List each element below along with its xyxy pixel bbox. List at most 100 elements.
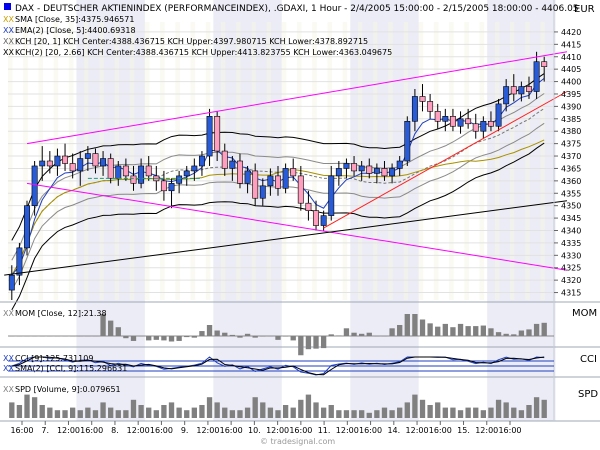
candle-body (229, 160, 236, 169)
cci-legend-2: SMA(2) [CCI, 9]:115.296631 (15, 364, 127, 373)
spd-bar (511, 407, 517, 418)
y-tick-label: 4330 (561, 251, 581, 260)
spd-bar (229, 410, 236, 418)
mom-bar (374, 336, 380, 337)
spd-bar (108, 407, 114, 418)
spd-bar (495, 399, 502, 418)
y-tick-label: 4335 (561, 239, 581, 248)
spd-bar (176, 407, 182, 418)
spd-legend-marker: XX (3, 385, 14, 394)
mom-bar (533, 323, 540, 336)
spd-bar (138, 405, 144, 418)
mom-bar (260, 336, 266, 337)
mom-bar (275, 336, 281, 340)
kch2-lower-line (11, 142, 545, 311)
candle-body (77, 158, 84, 172)
candle-body (465, 118, 472, 125)
spd-bar (260, 402, 266, 418)
candle-body (526, 86, 532, 92)
mom-bar (229, 334, 236, 336)
mom-bar (282, 336, 289, 337)
mom-bar (77, 336, 83, 337)
y-tick-label: 4400 (561, 78, 581, 87)
spd-bar (92, 410, 99, 418)
mom-bar (511, 334, 517, 336)
y-tick-label: 4380 (561, 127, 581, 136)
y-tick-label: 4360 (561, 177, 581, 186)
mom-bar (199, 331, 205, 336)
x-tick-label: 7. (41, 426, 49, 435)
spd-bar (237, 410, 243, 418)
mom-bar (62, 336, 68, 337)
spd-bar (336, 410, 342, 418)
hour-stripe (281, 22, 287, 300)
mom-bar (488, 328, 494, 336)
y-tick-label: 4375 (561, 140, 581, 149)
cci-legend-marker-1: XX (3, 354, 14, 363)
hour-stripe (418, 22, 424, 300)
y-tick-label: 4390 (561, 102, 581, 111)
spd-bar (244, 407, 251, 418)
candle-body (419, 96, 426, 102)
mom-bar (313, 336, 319, 349)
mom-bar (108, 320, 114, 336)
mom-legend: MOM [Close, 12]:21.38 (15, 309, 107, 318)
spd-bar (480, 410, 487, 418)
legend-kch1: XX KCH [20, 1] KCH Center:4388.436715 KC… (3, 37, 368, 46)
kch-upper-line (11, 93, 545, 261)
candle-body (160, 180, 167, 192)
candle-body (122, 165, 129, 177)
legend-kch1-marker: XX (3, 37, 14, 46)
legend-sma-text: SMA [Close, 35]:4375.946571 (15, 15, 134, 24)
spd-bar (199, 405, 205, 418)
hour-stripe (251, 22, 256, 300)
candle-body (442, 116, 449, 122)
candle-body (145, 165, 152, 177)
y-tick-label: 4350 (561, 202, 581, 211)
candle-body (115, 165, 122, 179)
spd-bar (533, 397, 540, 418)
x-tick-label: 16:00 (220, 426, 243, 435)
spd-bar (206, 397, 213, 418)
candle-body (472, 123, 479, 132)
spd-bar (24, 394, 30, 418)
cci-panel-label: CCI (580, 354, 597, 365)
mom-bar (115, 327, 121, 336)
spd-bar (168, 402, 175, 418)
mom-bar (24, 336, 30, 337)
mom-legend-marker: XX (3, 309, 14, 318)
hour-stripe (68, 22, 74, 300)
candle-body (282, 168, 289, 189)
candle-body (434, 111, 441, 122)
spd-bar (320, 407, 327, 418)
mom-bar (54, 336, 61, 337)
hour-stripe (540, 22, 545, 300)
mom-bar (191, 336, 197, 338)
hour-stripe (23, 22, 28, 300)
lower-channel-line (26, 182, 568, 271)
candle-body (335, 168, 342, 177)
x-tick-label: 16:00 (10, 426, 33, 435)
spd-bar (100, 402, 106, 418)
spd-bar (435, 402, 441, 418)
mom-histogram (8, 314, 554, 356)
spd-panel-label: SPD (578, 389, 598, 400)
cci-legend-marker-2: XX (3, 364, 14, 373)
x-tick-label: 11. (318, 426, 331, 435)
hour-stripe (144, 22, 150, 300)
spd-bar (359, 410, 365, 418)
day-stripes (8, 0, 556, 421)
y-tick-label: 4385 (561, 115, 581, 124)
legend-kch1-text: KCH [20, 1] KCH Center:4388.436715 KCH U… (15, 37, 368, 46)
y-tick-label: 4370 (561, 152, 581, 161)
candle-body (313, 210, 319, 226)
x-tick-label: 16:00 (429, 426, 452, 435)
y-tick-label: 4365 (561, 164, 581, 173)
spd-bar (473, 407, 479, 418)
hour-stripe (327, 22, 332, 300)
mom-bar (305, 336, 312, 350)
candle-body (39, 160, 46, 167)
mom-bar (328, 334, 334, 336)
upper-channel-line (26, 51, 568, 145)
spd-bar (412, 394, 418, 418)
